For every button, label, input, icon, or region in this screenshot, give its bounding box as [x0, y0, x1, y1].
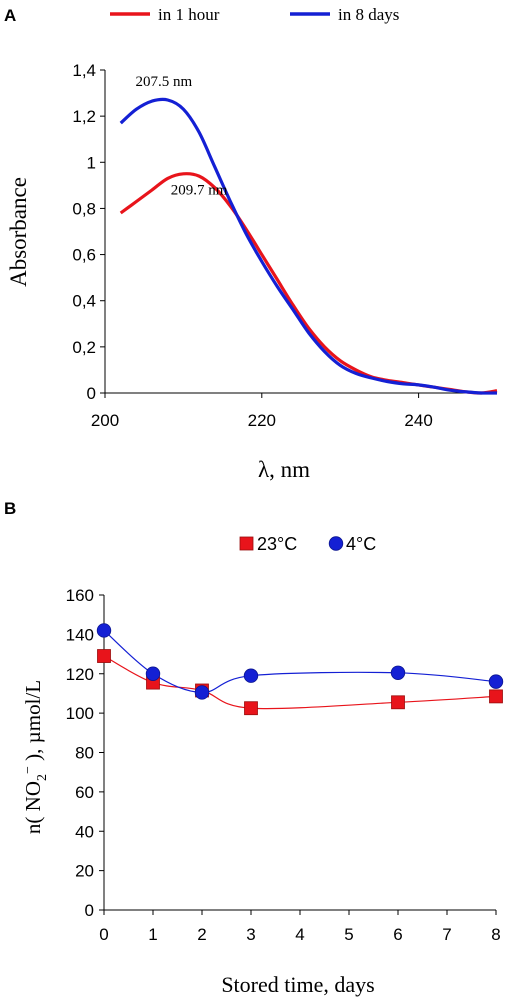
x-tick-label-a: 240	[404, 411, 432, 430]
data-point-1	[391, 695, 405, 710]
x-axis-label-a: λ, nm	[258, 457, 310, 482]
y-tick-label-b: 40	[75, 822, 94, 841]
legend-label-a-1: in 1 hour	[158, 5, 220, 24]
data-point-2	[194, 685, 210, 700]
y-axis-label-b-suffix: ), µmol/L	[21, 680, 45, 766]
peak-annotation-2: 209.7 nm	[171, 183, 228, 199]
legend-label-a-2: in 8 days	[338, 5, 399, 24]
x-tick-label-a: 220	[248, 411, 276, 430]
legend-b: 23°C 4°C	[239, 534, 376, 554]
data-point-2	[96, 623, 112, 638]
y-tick-label-b: 20	[75, 862, 94, 881]
y-tick-label-b: 120	[66, 665, 94, 684]
panel-a-label: A	[4, 6, 16, 25]
y-axis-label-a: Absorbance	[6, 177, 31, 287]
y-axis-label-b-sup: −	[21, 766, 36, 774]
legend-a: in 1 hour in 8 days	[110, 5, 399, 24]
legend-swatch-b-2	[328, 536, 344, 551]
y-tick-label-b: 80	[75, 744, 94, 763]
data-point-1	[244, 701, 258, 716]
y-tick-label-a: 0,8	[72, 199, 96, 218]
data-point-2	[488, 674, 504, 689]
x-tick-label-b: 1	[148, 925, 157, 944]
data-point-2	[243, 668, 259, 683]
y-axis-label-b-sub: 2	[35, 774, 50, 781]
y-tick-label-b: 0	[85, 901, 94, 920]
y-tick-label-b: 160	[66, 586, 94, 605]
x-tick-label-b: 5	[344, 925, 353, 944]
x-tick-label-b: 3	[246, 925, 255, 944]
y-axis-label-b-prefix: n( NO	[21, 781, 45, 834]
x-tick-label-b: 8	[491, 925, 500, 944]
y-tick-label-a: 0,6	[72, 246, 96, 265]
data-point-2	[145, 666, 161, 681]
y-tick-label-a: 0,2	[72, 338, 96, 357]
data-point-1	[489, 689, 503, 704]
trend-line-1	[103, 655, 497, 710]
data-point-1	[97, 649, 111, 663]
x-tick-label-b: 4	[295, 925, 304, 944]
y-tick-label-a: 0	[87, 384, 96, 403]
y-tick-label-a: 1,2	[72, 107, 96, 126]
x-axis-label-b: Stored time, days	[221, 972, 374, 997]
y-tick-label-a: 1	[87, 153, 96, 172]
trend-line-2	[103, 629, 497, 694]
x-tick-label-b: 0	[99, 925, 108, 944]
peak-annotation-1: 207.5 nm	[135, 74, 192, 90]
y-tick-label-b: 100	[66, 704, 94, 723]
x-tick-label-b: 2	[197, 925, 206, 944]
series-line-1	[119, 172, 498, 395]
x-tick-label-a: 200	[91, 411, 119, 430]
y-axis-label-b: n( NO2− ), µmol/L	[21, 680, 50, 834]
plot-b: 0 20 40 60 80 100 120 140 160 0 1 2 3 4 5 6 7 8	[66, 586, 504, 944]
legend-swatch-b-1	[239, 536, 254, 551]
panel-b-label: B	[4, 499, 16, 518]
x-tick-label-b: 6	[393, 925, 402, 944]
y-tick-label-a: 1,4	[72, 61, 96, 80]
data-point-2	[390, 665, 406, 680]
y-tick-label-b: 60	[75, 783, 94, 802]
legend-label-b-1: 23°C	[257, 534, 297, 554]
y-tick-label-b: 140	[66, 625, 94, 644]
x-tick-label-b: 7	[442, 925, 451, 944]
y-tick-label-a: 0,4	[72, 292, 96, 311]
plot-a: 0 0,2 0,4 0,6 0,8 1 1,2 1,4 200 220 240 207.5 nm 209…	[72, 61, 498, 430]
series-line-2	[119, 97, 498, 395]
legend-label-b-2: 4°C	[346, 534, 376, 554]
